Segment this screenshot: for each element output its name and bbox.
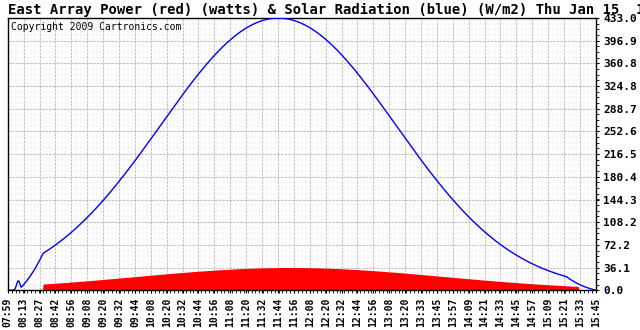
Text: East Array Power (red) (watts) & Solar Radiation (blue) (W/m2) Thu Jan 15  15:52: East Array Power (red) (watts) & Solar R… bbox=[8, 3, 640, 17]
Text: Copyright 2009 Cartronics.com: Copyright 2009 Cartronics.com bbox=[11, 22, 181, 32]
